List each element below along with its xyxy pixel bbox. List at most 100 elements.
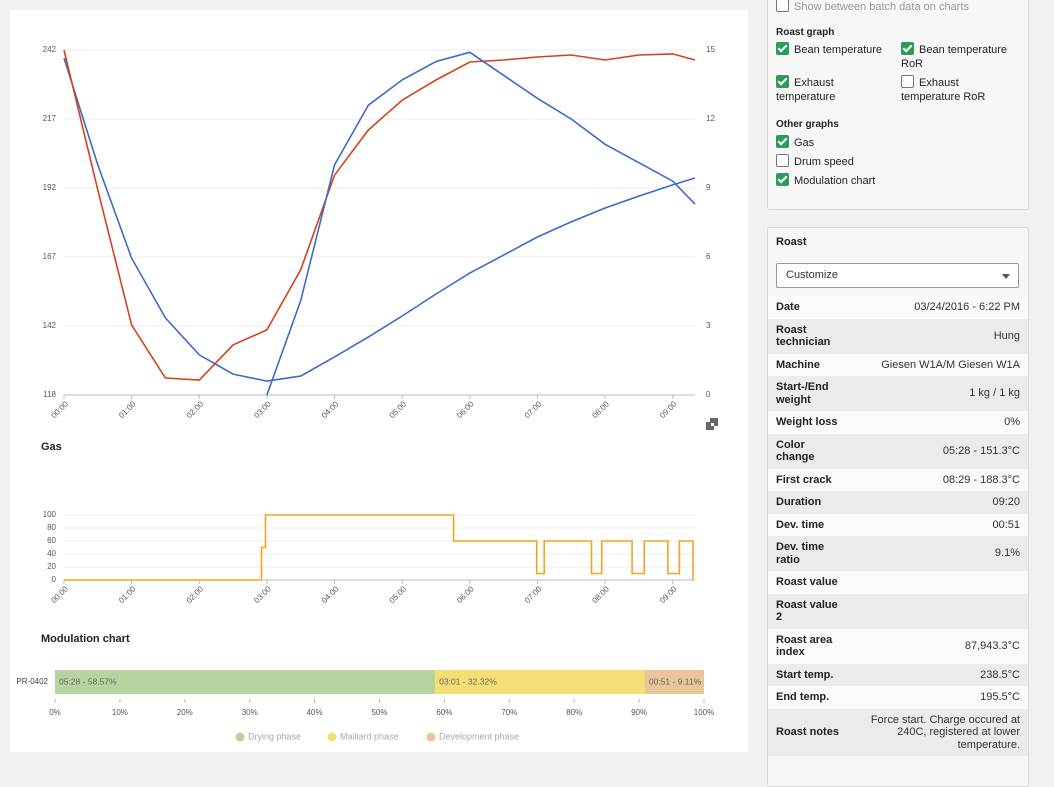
row-label: Start-/End weight <box>776 381 829 406</box>
y-tick-label: 40 <box>47 549 56 558</box>
y-tick-label: 217 <box>43 114 57 123</box>
legend-marker <box>426 732 436 742</box>
row-label: Date <box>776 301 800 313</box>
expand-icon[interactable] <box>706 418 718 430</box>
y-tick-label: 80 <box>47 523 56 532</box>
y-tick-label: 15 <box>706 45 715 54</box>
row-label: Roast value 2 <box>776 598 838 624</box>
x-tick-label: 08:00 <box>590 399 611 420</box>
y-tick-label: 3 <box>706 321 711 330</box>
category-label: PR-0402 <box>16 677 48 686</box>
x-tick-label: 07:00 <box>523 584 544 605</box>
x-tick-label: 03:00 <box>252 399 273 420</box>
roast-row: Date 03/24/2016 - 6:22 PM <box>768 296 1028 319</box>
roast-row: Duration 09:20 <box>768 491 1028 514</box>
row-label: Start temp. <box>776 668 834 681</box>
x-tick-label: 01:00 <box>117 399 138 420</box>
y-tick-label: 142 <box>43 321 57 330</box>
x-tick-label: 02:00 <box>185 584 206 605</box>
checkbox-label: Modulation chart <box>794 175 876 187</box>
y-tick-label: 167 <box>43 252 57 261</box>
settings-card: Show between batch data on charts Roast … <box>767 0 1029 210</box>
roast-row: Roast technician Hung <box>768 318 1028 354</box>
x-tick-label: 60% <box>436 708 452 717</box>
checkbox[interactable]: Bean temperature <box>776 42 891 57</box>
checkbox[interactable]: Show between batch data on charts <box>776 0 969 14</box>
checkbox[interactable]: Exhaust temperature RoR <box>901 75 1020 104</box>
roast-row: Dev. time ratio 9.1% <box>768 536 1028 571</box>
x-tick-label: 100% <box>694 708 714 717</box>
row-value: 09:20 <box>992 496 1020 508</box>
customize-select[interactable]: Customize <box>776 263 1019 288</box>
row-value: Hung <box>993 329 1020 342</box>
checkbox-box[interactable] <box>901 75 914 88</box>
roast-row: End temp. 195.5°C <box>768 686 1028 709</box>
y-tick-label: 6 <box>706 252 711 261</box>
x-tick-label: 02:00 <box>185 399 206 420</box>
x-tick-label: 06:00 <box>455 399 476 420</box>
checkbox[interactable]: Gas <box>776 135 814 150</box>
checkbox-box[interactable] <box>776 42 789 55</box>
roast-row: Dev. time 00:51 <box>768 513 1028 536</box>
checkbox[interactable]: Modulation chart <box>776 173 875 188</box>
checkbox-label: Bean temperature <box>794 44 883 56</box>
roast-table: Date 03/24/2016 - 6:22 PM Roast technician… <box>768 296 1028 756</box>
x-tick-label: 00:00 <box>49 399 70 420</box>
legend-label: Drying phase <box>248 731 301 741</box>
checkbox-label: Exhaust temperature <box>776 77 836 103</box>
y-tick-label: 20 <box>47 562 56 571</box>
checkbox-box[interactable] <box>776 75 789 88</box>
row-label: Roast value <box>776 576 838 588</box>
x-tick-label: 50% <box>371 708 387 717</box>
checkbox-label: Drum speed <box>794 156 854 168</box>
x-tick-label: 09:00 <box>658 399 679 420</box>
row-label: Roast area index <box>776 633 833 659</box>
x-tick-label: 00:00 <box>49 584 70 605</box>
roast-row: Roast value 2 <box>768 593 1028 629</box>
roast-row: Roast value <box>768 571 1028 594</box>
checkbox-label: Gas <box>794 137 815 149</box>
row-value: 00:51 <box>992 518 1020 531</box>
roast-row: Roast area index 87,943.3°C <box>768 628 1028 664</box>
x-tick-label: 06:00 <box>455 584 476 605</box>
legend-marker <box>235 732 245 742</box>
checkbox[interactable]: Exhaust temperature <box>776 75 891 104</box>
roast-row: Weight loss 0% <box>768 411 1028 434</box>
x-tick-label: 0% <box>49 708 61 717</box>
checkbox[interactable]: Drum speed <box>776 154 854 169</box>
checkbox-box[interactable] <box>776 154 789 167</box>
x-tick-label: 04:00 <box>320 584 341 605</box>
value-label: 00:51 - 9.11% <box>649 676 702 686</box>
y-tick-label: 60 <box>47 536 56 545</box>
checkbox[interactable]: Bean temperature RoR <box>901 42 1020 71</box>
checkbox-label: Show between batch data on charts <box>794 1 969 13</box>
section-title: Other graphs <box>776 119 839 130</box>
series-line <box>266 51 696 396</box>
x-tick-label: 01:00 <box>117 584 138 605</box>
row-value: 1 kg / 1 kg <box>969 387 1020 400</box>
row-value: 08:29 - 188.3°C <box>942 473 1020 486</box>
row-label: Machine <box>776 358 821 371</box>
row-value <box>850 594 1028 629</box>
checkbox-box[interactable] <box>776 173 789 186</box>
checkbox-box[interactable] <box>901 42 914 55</box>
row-label: Dev. time <box>776 518 825 531</box>
checkbox-box[interactable] <box>776 0 789 12</box>
value-label: 03:01 - 32.32% <box>439 676 497 686</box>
charts-card <box>10 10 748 752</box>
row-value: Giesen W1A/M Giesen W1A <box>881 358 1020 371</box>
value-label: 05:28 - 58.57% <box>59 676 117 686</box>
y-tick-label: 9 <box>706 183 711 192</box>
series-line <box>63 57 696 382</box>
select-label: Customize <box>786 269 838 281</box>
roast-row: First crack 08:29 - 188.3°C <box>768 468 1028 491</box>
checkbox-box[interactable] <box>776 135 789 148</box>
x-tick-label: 05:00 <box>388 584 409 605</box>
legend-marker <box>327 732 337 742</box>
x-tick-label: 40% <box>307 708 323 717</box>
x-tick-label: 70% <box>501 708 517 717</box>
row-label: First crack <box>776 473 832 486</box>
roast-title: Roast <box>776 236 807 248</box>
charts: Gas Modulation chart 118 142 167 192 217 242 0… <box>16 45 718 742</box>
